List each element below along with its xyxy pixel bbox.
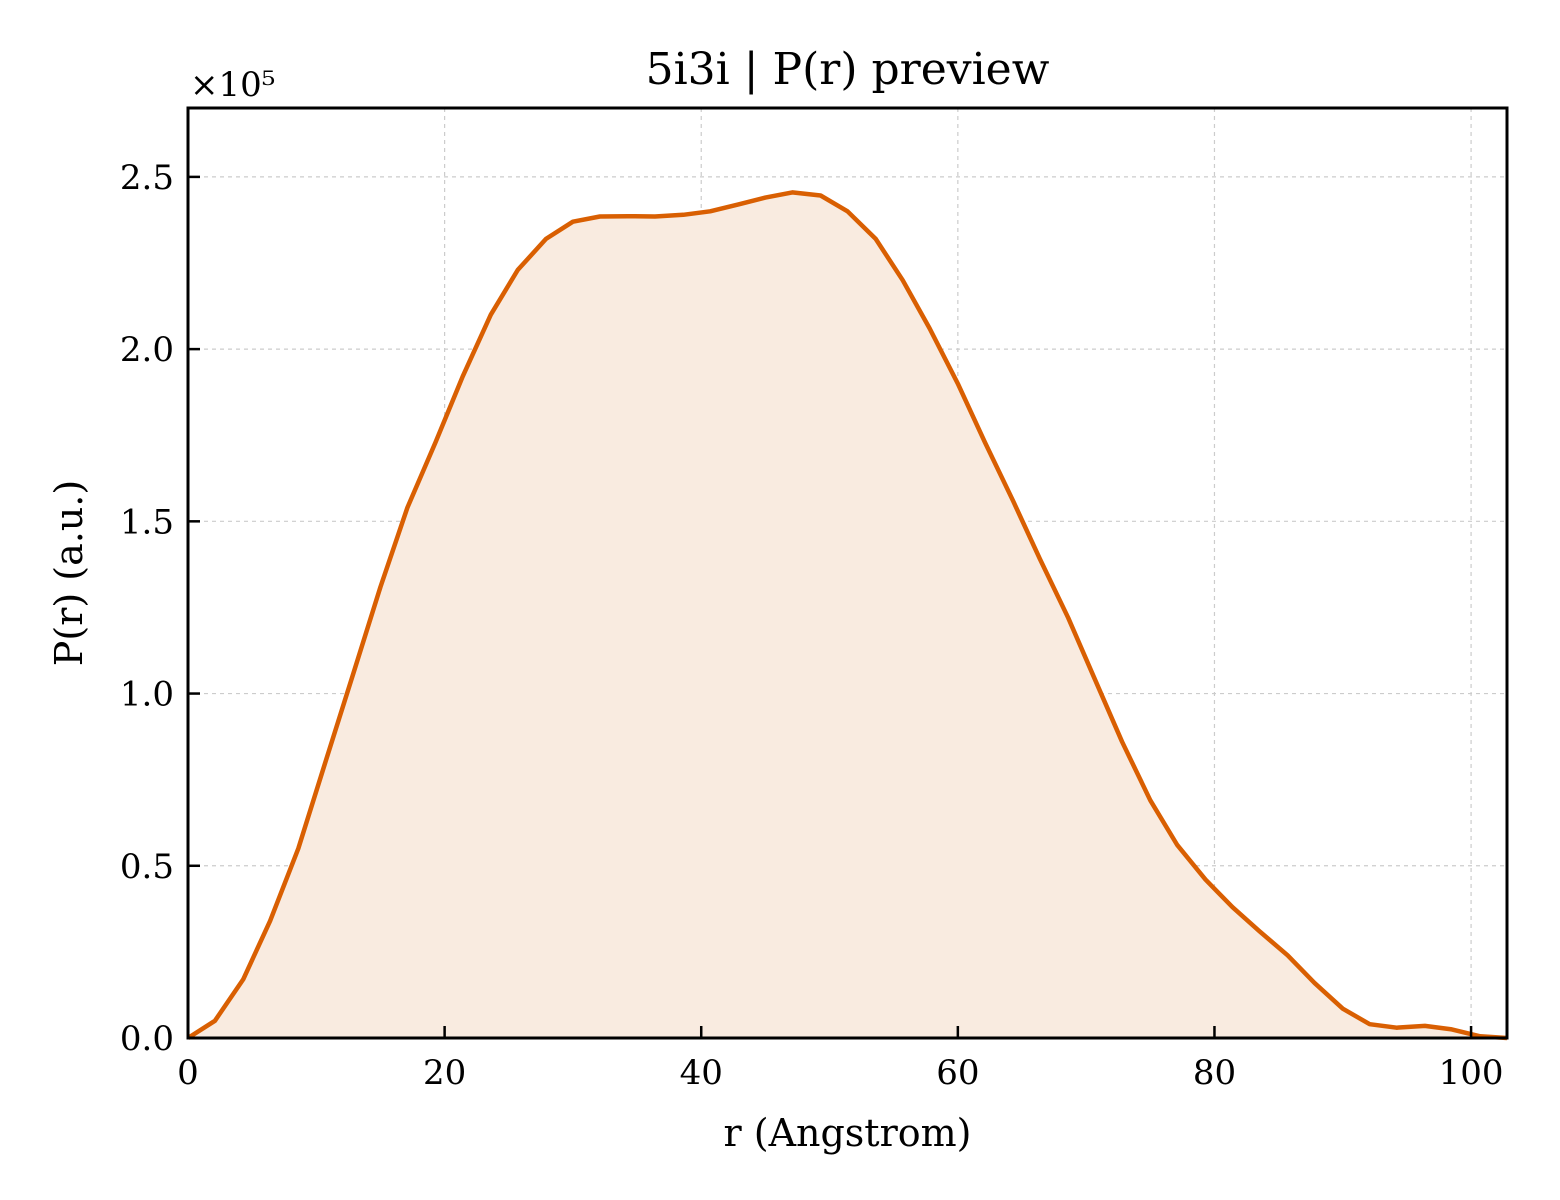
- plot-frame: [186, 106, 1509, 1040]
- y-tick-label: 2.5: [120, 158, 174, 198]
- y-axis-multiplier: ×10⁵: [190, 65, 275, 105]
- x-tick-label: 20: [423, 1053, 466, 1093]
- series-area-fill: [188, 192, 1507, 1038]
- x-axis-label: r (Angstrom): [724, 1111, 972, 1155]
- y-tick-label: 2.0: [120, 330, 174, 370]
- y-tick-label: 0.5: [120, 847, 174, 887]
- series-layer: [186, 190, 1508, 1041]
- x-tick-label: 100: [1439, 1053, 1504, 1093]
- tick-labels: 0 20 40 60 80 100 0.0 0.5 1.0 1.5 2.0 2.5: [120, 158, 1504, 1093]
- x-tick-label: 40: [680, 1053, 723, 1093]
- x-tick-label: 0: [177, 1053, 199, 1093]
- y-axis-label: P(r) (a.u.): [47, 480, 91, 666]
- series-line: [186, 190, 1508, 1041]
- y-tick-label: 0.0: [120, 1019, 174, 1059]
- x-tick-label: 80: [1193, 1053, 1236, 1093]
- y-tick-label: 1.0: [120, 675, 174, 715]
- y-tick-label: 1.5: [120, 502, 174, 542]
- chart-title: 5i3i | P(r) preview: [646, 44, 1050, 95]
- x-tick-label: 60: [936, 1053, 979, 1093]
